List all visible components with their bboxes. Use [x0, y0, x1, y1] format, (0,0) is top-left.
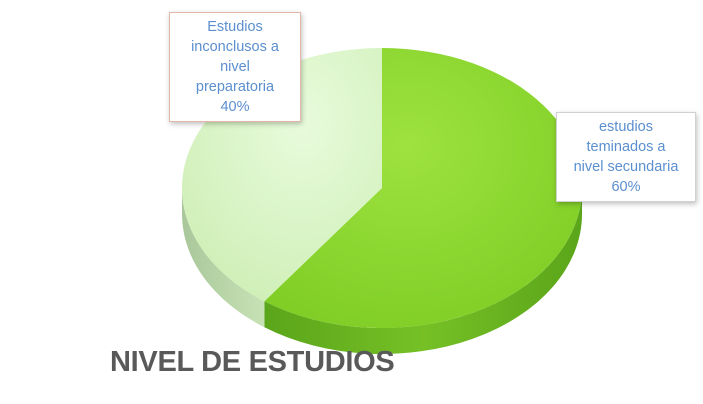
data-label-percent: 60% — [611, 179, 641, 195]
chart-title: NIVEL DE ESTUDIOS — [110, 346, 395, 378]
data-label-preparatoria: Estudios inconclusos a nivel preparatori… — [169, 12, 301, 122]
pie-slice-secundaria — [264, 48, 582, 328]
data-label-secundaria: estudios teminados a nivel secundaria 60… — [556, 112, 696, 202]
pie-slice-side — [264, 188, 582, 354]
data-label-line: estudios — [598, 119, 653, 135]
data-label-line: teminados a — [586, 139, 666, 155]
data-label-line: nivel secundaria — [573, 159, 679, 175]
data-label-line: Estudios — [207, 19, 263, 35]
data-label-line: preparatoria — [195, 79, 275, 95]
pie-slice-side — [182, 188, 265, 328]
data-label-line: inconclusos a — [191, 39, 279, 55]
data-label-line: nivel — [220, 59, 250, 75]
data-label-percent: 40% — [220, 99, 250, 115]
